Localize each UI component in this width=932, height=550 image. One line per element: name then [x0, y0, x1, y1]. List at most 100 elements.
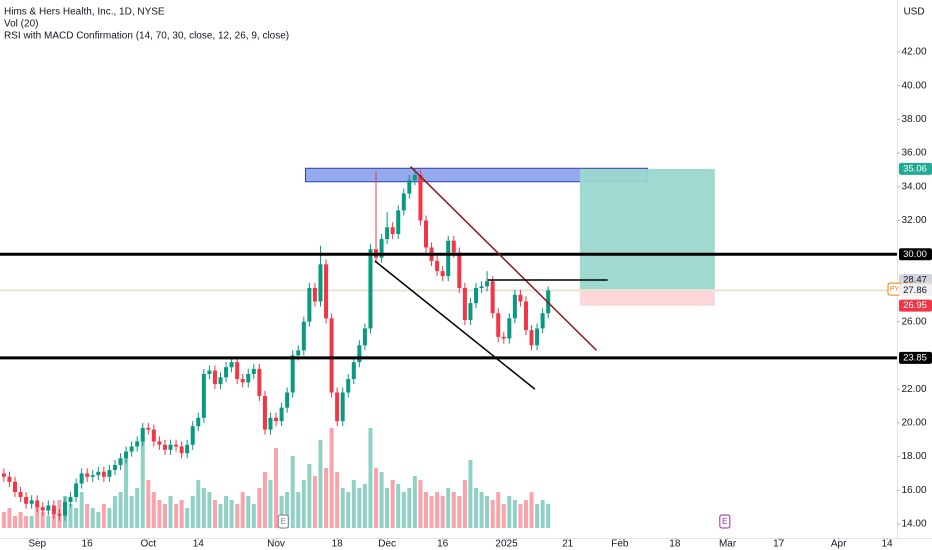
candle-body [12, 481, 17, 492]
price-badge [899, 248, 932, 261]
volume-bar [490, 500, 495, 528]
volume-bar [240, 492, 245, 528]
volume-bar [362, 484, 367, 528]
candle-body [407, 180, 412, 194]
candle-body [235, 362, 240, 380]
volume-bar [12, 516, 17, 528]
price-badge-label: 26.95 [903, 300, 927, 311]
price-badge [899, 351, 932, 364]
indicator-label: Vol (20) [4, 19, 38, 30]
candle-body [424, 220, 429, 248]
zone [579, 289, 715, 306]
candle-body [346, 379, 351, 393]
candle-body [74, 483, 79, 498]
x-tick-label: 18 [332, 539, 344, 550]
candle-body [196, 417, 201, 427]
candle-body [440, 271, 445, 277]
x-tick-label: 18 [669, 539, 681, 550]
volume-bar [162, 504, 167, 528]
x-tick-label: Dec [378, 539, 396, 550]
candle-body [496, 313, 501, 337]
candle-body [151, 429, 156, 442]
candle-body [7, 476, 12, 482]
volume-bar [7, 508, 12, 528]
volume-bar [96, 512, 101, 528]
volume-bar [196, 480, 201, 528]
y-tick-label: 14.00 [901, 519, 926, 530]
earnings-label: E [281, 517, 286, 526]
volume-bar [24, 516, 29, 528]
volume-bar [18, 512, 23, 528]
plot-area [0, 166, 897, 528]
volume-bar [124, 456, 129, 528]
candle-body [368, 249, 373, 329]
volume-bar [212, 500, 217, 528]
candle-body [290, 355, 295, 393]
volume-bar [424, 492, 429, 528]
x-tick-label: 16 [82, 539, 94, 550]
x-tick-label: Apr [831, 539, 847, 550]
volume-bar [473, 488, 478, 528]
price-badge [899, 274, 932, 287]
candle-body [207, 370, 212, 374]
candle-body [340, 392, 345, 422]
candle-body [85, 473, 90, 477]
candle-body [18, 491, 23, 498]
candle-body [501, 336, 506, 339]
candle-body [140, 427, 145, 442]
volume-bar [40, 512, 45, 528]
candle-body [390, 227, 395, 235]
y-tick-label: 18.00 [901, 451, 926, 462]
volume-bar [390, 480, 395, 528]
volume-bar [229, 500, 234, 528]
volume-bar [85, 504, 90, 528]
x-tick-label: 14 [881, 539, 893, 550]
volume-bar [546, 504, 551, 528]
candle-body [224, 367, 229, 378]
volume-bar [185, 508, 190, 528]
candle-body [296, 350, 301, 356]
volume-bar [262, 472, 267, 528]
volume-bar [129, 496, 134, 528]
volume-bar [440, 496, 445, 528]
volume-bar [457, 496, 462, 528]
volume-bar [151, 492, 156, 528]
price-badge [899, 284, 932, 297]
candle-body [35, 500, 40, 508]
volume-bar [501, 504, 506, 528]
candle-body [385, 227, 390, 240]
candle-body [62, 502, 67, 516]
earnings-label: E [722, 517, 727, 526]
candle-body [379, 239, 384, 258]
candle-body [274, 417, 279, 422]
candle-body [490, 281, 495, 314]
volume-bar [346, 492, 351, 528]
candle-body [307, 287, 312, 322]
volume-bar [462, 480, 467, 528]
volume-bar [246, 496, 251, 528]
chart-title: Hims & Hers Health, Inc., 1D, NYSE [4, 7, 165, 18]
volume-bar [512, 500, 517, 528]
volume-bar [357, 488, 362, 528]
candle-body [46, 505, 51, 511]
volume-bar [540, 500, 545, 528]
candle-body [324, 264, 329, 319]
volume-bar [385, 488, 390, 528]
candle-body [112, 464, 117, 471]
volume-bar [140, 440, 145, 528]
volume-bar [407, 488, 412, 528]
volume-bar [518, 504, 523, 528]
volume-bar [535, 504, 540, 528]
volume-bar [190, 496, 195, 528]
volume-bar [112, 496, 117, 528]
price-badge [899, 162, 932, 175]
candle-body [107, 470, 112, 477]
volume-bar [79, 492, 84, 528]
candle-body [412, 175, 417, 181]
candle-body [24, 497, 29, 504]
volume-bar [101, 504, 106, 528]
volume-bar [68, 504, 73, 528]
candle-body [118, 458, 123, 465]
y-tick-label: 38.00 [901, 114, 926, 125]
